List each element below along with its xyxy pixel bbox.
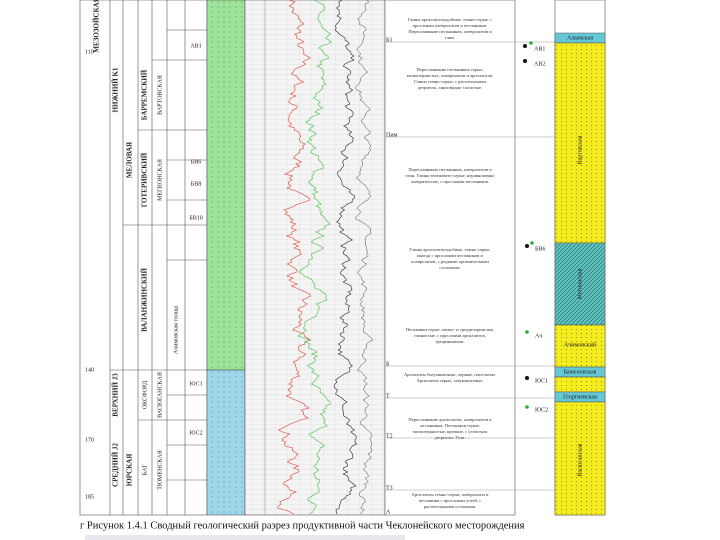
- stage-label: БАТ: [142, 464, 148, 475]
- caption: г Рисунок 1.4.1 Сводный геологический ра…: [80, 520, 525, 531]
- marker-label: Т2: [386, 433, 393, 439]
- stage-label: ГОТЕРИВСКИЙ: [141, 152, 149, 207]
- layer-index: ЮС1: [189, 381, 202, 387]
- formation-label: МЕГИОНСКАЯ: [157, 159, 163, 201]
- series-label: НИЖНИЙ K1: [112, 67, 120, 112]
- log-curves: [277, 0, 374, 515]
- description: Песчаники серые, мелко- и среднезернисты…: [406, 327, 495, 344]
- layer-index: БВ6: [191, 159, 201, 165]
- depth-label: 110: [85, 49, 94, 55]
- suite-label: Георгиевская: [563, 394, 597, 400]
- marker-label: Б: [386, 361, 390, 367]
- formation-label: ВАРТОВСКАЯ: [157, 75, 163, 115]
- marker-label: Т: [386, 393, 390, 399]
- suite-label: Баженовская: [564, 369, 597, 375]
- log-curve: [333, 0, 358, 515]
- description: Переслаивание песчаников серых, мелкозерн…: [407, 67, 494, 91]
- description-column: [384, 0, 516, 516]
- suite-box: [554, 324, 606, 368]
- depth-label: 140: [85, 367, 94, 373]
- log-curve: [277, 0, 312, 515]
- suite-label: Ачимовский: [564, 341, 597, 348]
- scroll-strip: [85, 535, 405, 540]
- marker-label: Т3: [386, 485, 393, 491]
- layer-index: БВ10: [189, 215, 202, 221]
- depth-label: 170: [85, 437, 94, 443]
- horizon-label: АВ1: [534, 46, 545, 52]
- horizon-label: АВ2: [534, 61, 545, 67]
- lithology-clay: [206, 369, 246, 516]
- horizon-label: БВ6: [535, 246, 545, 252]
- stage-label: БАРРЕМСКИЙ: [141, 69, 149, 120]
- formation-label: Ачимовская толща: [173, 306, 179, 355]
- formation-label: ТЮМЕНСКАЯ: [157, 450, 163, 490]
- description: Глины аргиллитоподобные, темно-серые, ино…: [409, 247, 490, 270]
- marker-label: А: [386, 509, 391, 515]
- suite-box: [554, 401, 606, 516]
- suite-box: [554, 376, 606, 393]
- suite-box: [554, 242, 606, 326]
- horizon-icons: [523, 41, 534, 409]
- marker-lines: [385, 41, 555, 491]
- layer-index: ЮС2: [189, 430, 202, 436]
- description: Аргиллиты темно-серые, алевролиты и песча…: [412, 492, 489, 509]
- erathem-label: МЕЗОЗОЙСКАЯ: [93, 0, 101, 53]
- system-label: ЮРСКАЯ: [126, 454, 134, 486]
- margin: [608, 515, 720, 540]
- lithology-sand: [206, 0, 246, 371]
- marker-label: Пим: [386, 132, 398, 138]
- suite-label: Васюганская: [577, 443, 583, 476]
- suite-label: Алымская: [567, 35, 593, 41]
- stage-label: ВАЛАНЖИНСКИЙ: [141, 268, 149, 332]
- horizon-label: ЮС1: [535, 378, 548, 384]
- horizon-label: Ач: [535, 333, 542, 339]
- series-label: ВЕРХНИЙ J3: [112, 373, 120, 417]
- series-label: СРЕДНИЙ J2: [112, 443, 120, 487]
- description: Аргиллиты битуминозные, черные, плитчаты…: [404, 372, 496, 384]
- log-panel: [244, 0, 386, 516]
- marker-label: Б1: [386, 37, 392, 43]
- log-curve: [297, 0, 332, 515]
- log-curve: [354, 0, 374, 515]
- stage-label: ОКСФОРД: [142, 381, 148, 409]
- layer-index: БВ8: [191, 181, 201, 187]
- depth-label: 185: [85, 494, 94, 500]
- horizon-label: ЮС2: [535, 407, 548, 413]
- formation-label: ВАСЮГАНСКАЯ: [157, 372, 163, 418]
- suite-label: Мегионская: [577, 268, 583, 299]
- suite-label: Вартовская: [577, 135, 583, 164]
- suite-box: [554, 42, 606, 244]
- strat-grid: [79, 0, 208, 516]
- system-label: МЕЛОВАЯ: [126, 142, 134, 178]
- layer-index: АВ1: [190, 43, 201, 49]
